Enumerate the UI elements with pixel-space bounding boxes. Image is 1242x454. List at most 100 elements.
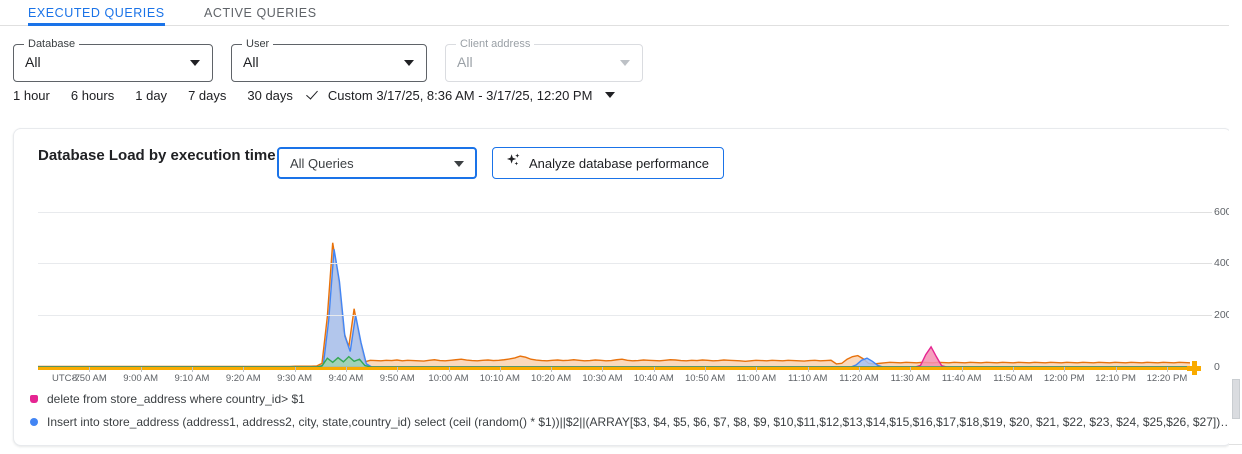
chevron-down-icon — [454, 161, 464, 167]
chevron-down-icon — [620, 60, 630, 66]
vertical-scrollbar[interactable] — [1229, 0, 1242, 454]
database-filter-value: All — [25, 54, 41, 70]
analyze-database-performance-label: Analyze database performance — [529, 155, 709, 171]
chart-x-tick — [294, 367, 296, 372]
chart-x-tick — [1012, 367, 1014, 372]
chart-x-tick — [345, 367, 347, 372]
check-icon — [307, 88, 321, 102]
chart-y-tick — [1190, 263, 1212, 265]
chart-x-tick-label: 9:00 AM — [123, 373, 159, 384]
client-address-filter-label: Client address — [456, 38, 535, 51]
chart-x-tick — [89, 367, 91, 372]
chart-x-tick-label: 11:00 AM — [736, 373, 777, 384]
chart-x-tick-label: 12:20 PM — [1146, 373, 1188, 384]
client-address-filter-select: Client address All — [445, 38, 643, 82]
database-filter-label: Database — [24, 38, 80, 51]
tab-active-queries-label: ACTIVE QUERIES — [204, 5, 317, 20]
tab-executed-queries-label: EXECUTED QUERIES — [28, 5, 165, 20]
legend-item-label: delete from store_address where country_… — [47, 392, 305, 406]
time-preset-6-hours[interactable]: 6 hours — [70, 87, 115, 103]
chart-x-tick — [1166, 367, 1168, 372]
tab-active-queries[interactable]: ACTIVE QUERIES — [204, 0, 317, 25]
query-filter-value: All Queries — [290, 156, 354, 171]
chart-x-tick-label: 9:40 AM — [328, 373, 364, 384]
chart-y-tick — [1190, 211, 1212, 213]
chart-x-tick-label: 10:50 AM — [685, 373, 726, 384]
chart-x-tick-label: 9:10 AM — [174, 373, 210, 384]
chart-x-tick-label: 9:30 AM — [277, 373, 312, 384]
user-filter-label: User — [242, 38, 274, 51]
chart-x-tick — [807, 367, 809, 372]
legend-item[interactable]: delete from store_address where country_… — [30, 392, 305, 406]
time-preset-1-day[interactable]: 1 day — [135, 87, 168, 103]
chart-x-tick-label: 9:50 AM — [379, 373, 415, 384]
chart-x-tick — [1064, 367, 1066, 372]
chart-x-tick-label: 9:20 AM — [225, 373, 261, 384]
chart-x-tick-label: 10:40 AM — [633, 373, 674, 384]
query-filter-select[interactable]: All Queries — [277, 147, 477, 179]
time-range-selector: 1 hour 6 hours 1 day 7 days 30 days Cust… — [13, 85, 616, 105]
chart-x-tick — [756, 367, 758, 372]
time-preset-30-days[interactable]: 30 days — [247, 87, 293, 103]
chart-x-tick-label: 11:50 AM — [993, 373, 1033, 384]
chart-gridline — [38, 263, 1190, 265]
chart-x-tick — [397, 367, 399, 372]
chart-x-tick — [140, 367, 142, 372]
chevron-down-icon — [605, 91, 616, 98]
chart-x-tick — [859, 367, 861, 372]
chart-x-tick-label: 8:50 AM — [71, 373, 107, 384]
chart-x-tick-label: 12:00 PM — [1043, 373, 1085, 384]
chart-y-tick — [1190, 315, 1212, 317]
chevron-down-icon — [404, 60, 414, 66]
chart-x-tick — [653, 367, 655, 372]
chart-x-tick — [705, 367, 707, 372]
chart-x-tick — [961, 367, 963, 372]
chart-gridline — [38, 315, 1190, 317]
database-load-chart: 0 200ms 400ms 600ms UTC-78:50 AM 9:00 AM 9:10… — [14, 191, 1231, 445]
chart-x-tick — [448, 367, 450, 372]
user-filter-value: All — [243, 54, 259, 70]
chart-x-tick-label: 11:30 AM — [890, 373, 931, 384]
tab-executed-queries[interactable]: EXECUTED QUERIES — [28, 0, 165, 26]
custom-time-range[interactable]: Custom 3/17/25, 8:36 AM - 3/17/25, 12:20… — [328, 88, 616, 103]
zero-value-marker-icon — [1187, 361, 1201, 375]
chart-y-tick-label: 600ms — [1214, 205, 1231, 218]
client-address-filter-value: All — [457, 54, 473, 70]
chart-gridlines — [14, 191, 1231, 367]
time-preset-1-hour[interactable]: 1 hour — [13, 87, 50, 103]
chart-x-axis-line — [38, 367, 1190, 370]
chart-x-tick — [499, 367, 501, 372]
chart-x-tick — [910, 367, 912, 372]
analyze-database-performance-button[interactable]: Analyze database performance — [492, 147, 724, 179]
chart-x-tick-label: 11:10 AM — [787, 373, 828, 384]
scrollbar-thumb[interactable] — [1232, 379, 1240, 419]
sparkle-icon — [505, 152, 522, 174]
chart-y-axis: 0 200ms 400ms 600ms — [1214, 191, 1231, 373]
chart-y-tick-label: 0 — [1214, 361, 1220, 373]
chart-x-tick — [551, 367, 553, 372]
user-filter-select[interactable]: User All — [231, 38, 427, 82]
card-header: Database Load by execution time All Quer… — [14, 129, 1231, 191]
time-preset-7-days[interactable]: 7 days — [188, 87, 227, 103]
chart-x-axis-labels: UTC-7 8:50 AM 9:00 AM 9:10 AM 9:20 AM 9:30 AM… — [14, 367, 1231, 387]
database-filter-select[interactable]: Database All — [13, 38, 213, 82]
scrollbar-divider — [1229, 444, 1242, 445]
chart-x-tick — [243, 367, 245, 372]
chart-x-tick-label: 10:00 AM — [428, 373, 469, 384]
chart-x-tick — [191, 367, 193, 372]
database-load-card: Database Load by execution time All Quer… — [13, 128, 1232, 446]
chart-x-tick — [1115, 367, 1117, 372]
chart-x-tick-label: 12:10 PM — [1095, 373, 1136, 384]
card-title: Database Load by execution time — [38, 147, 276, 164]
chart-x-tick — [602, 367, 604, 372]
legend-item[interactable]: Insert into store_address (address1, add… — [30, 415, 1230, 429]
chart-y-tick-label: 200ms — [1214, 309, 1231, 322]
chart-x-tick-label: 10:10 AM — [479, 373, 520, 384]
chart-series-area — [38, 356, 1190, 367]
legend-marker-icon — [30, 418, 38, 426]
legend-marker-icon — [30, 395, 38, 403]
chart-y-tick-label: 400ms — [1214, 257, 1231, 270]
chart-timezone-label: UTC-7 — [52, 373, 80, 384]
chart-series-area — [38, 242, 1190, 367]
